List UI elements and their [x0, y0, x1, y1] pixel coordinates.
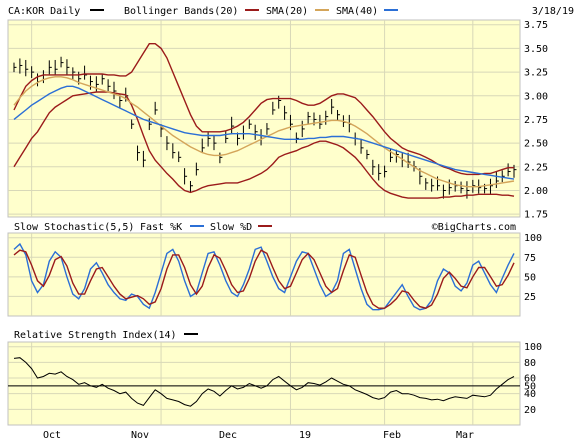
series-bollinger-bands-20-upper	[13, 43, 514, 176]
x-tick-label: Feb	[383, 430, 401, 441]
price-panel	[7, 19, 521, 218]
series-sma-20-	[13, 76, 515, 188]
rsi-legend-swatch	[184, 333, 198, 335]
fast-k-legend-swatch	[190, 225, 204, 227]
bollinger-label: Bollinger Bands(20)	[124, 6, 238, 17]
sma20-legend-swatch	[315, 9, 329, 11]
fast-k-label: Fast %K	[140, 222, 182, 233]
y-tick-label: 2.75	[524, 115, 548, 126]
stochastic-panel	[7, 232, 521, 317]
y-tick-label: 50	[524, 272, 536, 283]
stochastic-title: Slow Stochastic(5,5)	[14, 222, 134, 233]
series-sma-40-	[13, 85, 515, 180]
watermark: ©BigCharts.com	[432, 222, 516, 233]
y-tick-label: 20	[524, 405, 536, 416]
y-tick-label: 3.75	[524, 20, 548, 31]
y-tick-label: 3.25	[524, 68, 548, 79]
chart-layer: 1.75 2.00 2.25 2.50 2.75 3.00 3.25 3.50 3.75 25 50…	[8, 20, 548, 441]
sma40-label: SMA(40)	[336, 6, 378, 17]
rsi-title: Relative Strength Index(14)	[14, 330, 177, 341]
symbol-label: CA:KOR Daily	[8, 6, 80, 17]
y-tick-label: 3.00	[524, 91, 548, 102]
slow-d-legend-swatch	[258, 225, 272, 227]
y-tick-label: 75	[524, 253, 536, 264]
fast-k-line	[13, 242, 515, 311]
rsi-panel	[7, 341, 521, 426]
rsi-line	[13, 357, 515, 407]
x-tick-label: 19	[299, 430, 311, 441]
x-tick-label: Oct	[43, 430, 61, 441]
y-tick-label: 2.00	[524, 186, 548, 197]
sma20-label: SMA(20)	[266, 6, 308, 17]
price-legend-swatch	[90, 9, 104, 11]
y-tick-label: 2.25	[524, 162, 548, 173]
y-tick-label: 60	[524, 374, 536, 385]
y-tick-label: 25	[524, 292, 536, 303]
y-tick-label: 1.75	[524, 210, 548, 221]
slow-d-line	[13, 249, 515, 309]
bollinger-legend-swatch	[245, 9, 259, 11]
y-tick-label: 3.50	[524, 44, 548, 55]
x-tick-label: Nov	[131, 430, 149, 441]
x-tick-label: Dec	[219, 430, 237, 441]
y-tick-label: 2.50	[524, 139, 548, 150]
sma40-legend-swatch	[384, 9, 398, 11]
series-bollinger-bands-20-lower	[13, 91, 515, 199]
y-tick-label: 100	[524, 342, 542, 353]
y-tick-label: 100	[524, 233, 542, 244]
y-tick-label: 80	[524, 358, 536, 369]
y-tick-label: 50	[524, 381, 536, 392]
date-label: 3/18/19	[532, 6, 574, 17]
y-tick-label: 40	[524, 389, 536, 400]
x-tick-label: Mar	[456, 430, 474, 441]
slow-d-label: Slow %D	[210, 222, 252, 233]
